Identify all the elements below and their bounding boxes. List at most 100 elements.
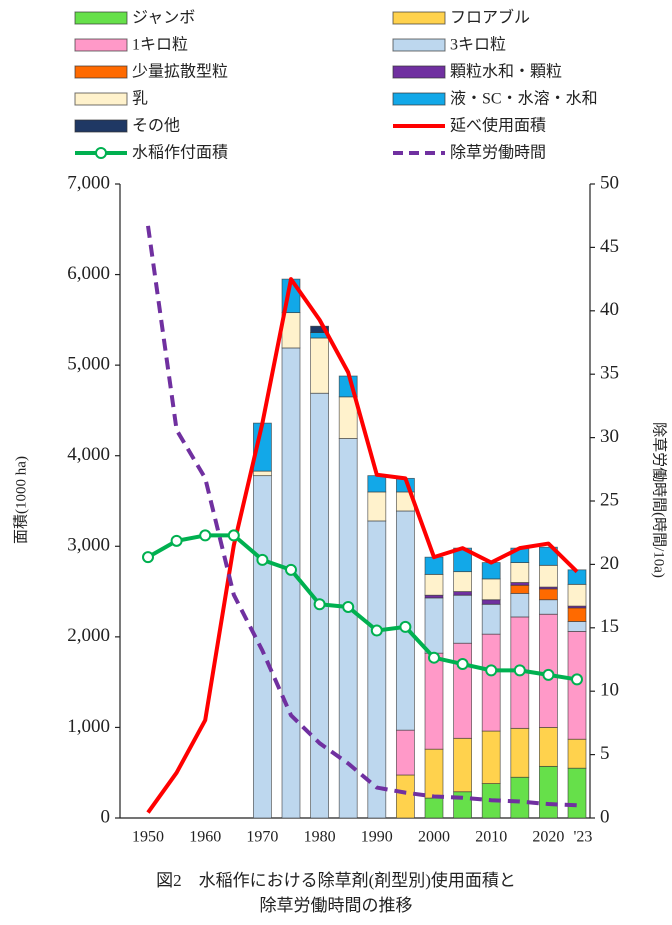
legend-swatch [74, 119, 128, 133]
y-tick-label: 3,000 [67, 535, 110, 556]
legend-label: 液・SC・水溶・水和 [450, 90, 598, 108]
bar-segment [338, 396, 358, 439]
y-tick-label: 0 [101, 806, 111, 827]
legend-label: 3キロ粒 [450, 36, 506, 54]
legend-swatch [392, 11, 446, 25]
bar-segment [510, 584, 530, 594]
legend-label: 乳 [132, 90, 148, 108]
y2-tick-label: 0 [600, 806, 610, 827]
x-tick-label: 2020 [532, 829, 564, 846]
y-tick-label: 1,000 [67, 716, 110, 737]
x-tick-label: 2010 [475, 829, 507, 846]
line-marker [142, 551, 154, 564]
bar-segment [310, 325, 330, 333]
legend-swatch [74, 38, 128, 52]
y2-tick-label: 40 [600, 299, 619, 320]
line-marker [370, 624, 383, 637]
x-tick-label: 1980 [304, 829, 336, 846]
bar-segment [281, 347, 301, 819]
line-marker [571, 673, 583, 686]
bar-segment [567, 738, 587, 769]
line-series [146, 225, 578, 808]
bar-segment [453, 737, 473, 793]
bar-segment [367, 475, 387, 493]
legend-swatch [95, 147, 107, 159]
legend-label: 延べ使用面積 [450, 117, 546, 135]
legend-label: 少量拡散型粒 [132, 63, 228, 81]
bar-segment [510, 582, 530, 586]
bar-segment [539, 564, 558, 588]
bar-segment [567, 583, 587, 607]
bar-segment [567, 607, 587, 622]
legend-label: ジャンボ [132, 9, 195, 27]
bar-segment [481, 599, 501, 605]
bar-segment [424, 594, 444, 599]
y-tick-label: 7,000 [67, 172, 110, 193]
legend-swatch [74, 65, 128, 79]
bar-segment [539, 727, 558, 767]
bar-segment [424, 748, 444, 799]
bar-segment [481, 633, 501, 732]
legend-swatch [74, 92, 128, 106]
legend-swatch [392, 92, 446, 106]
bar-segment [567, 767, 587, 819]
bar-segment [539, 765, 558, 819]
bar-segment [567, 569, 587, 585]
y-axis-label: 面積(1000 ha) [12, 456, 29, 544]
line-marker [199, 529, 212, 542]
y2-tick-label: 50 [600, 172, 619, 193]
y2-tick-label: 15 [600, 616, 619, 637]
line-series [147, 533, 578, 682]
x-tick-label: 1960 [189, 829, 221, 846]
line-marker [342, 600, 355, 613]
bar-segment [424, 573, 444, 596]
bar-segment [424, 797, 444, 819]
legend-label: 水稲作付面積 [132, 144, 228, 162]
y2-tick-label: 20 [600, 553, 619, 574]
line-marker [513, 664, 526, 677]
x-tick-label: 2000 [418, 829, 450, 846]
y-tick-label: 4,000 [67, 444, 110, 465]
line-marker [456, 658, 469, 671]
bar-segment [310, 337, 330, 394]
line-marker [227, 529, 240, 542]
legend-swatch [392, 38, 446, 52]
caption-line: 図2 水稲作における除草剤(剤型別)使用面積と [156, 870, 516, 890]
y2-tick-label: 30 [600, 426, 619, 447]
y-tick-label: 6,000 [67, 263, 110, 284]
y-tick-label: 5,000 [67, 354, 110, 375]
line-marker [428, 651, 440, 664]
bar-segment [481, 562, 501, 580]
legend-label: フロアブル [450, 8, 530, 27]
line-marker [485, 664, 498, 677]
y2-axis-label: 除草労働時間(時間/10a) [651, 422, 668, 578]
line-marker [170, 534, 183, 547]
bar-segment [252, 470, 272, 477]
bar-segment [453, 591, 473, 596]
line-marker [399, 620, 412, 633]
line-series [146, 277, 579, 814]
bar-segment [395, 774, 415, 819]
bar-segment [510, 592, 530, 618]
bar-segment [424, 597, 444, 654]
legend-label: その他 [132, 117, 180, 135]
y-tick-label: 2,000 [67, 625, 110, 646]
legend-label: 1キロ粒 [132, 36, 188, 54]
bar-segment [539, 546, 558, 566]
bar-segment [453, 642, 473, 739]
x-tick-label: 1990 [361, 829, 393, 846]
bar-segment [395, 729, 415, 776]
legend-label: 顆粒水和・顆粒 [450, 63, 562, 81]
legend-swatch [74, 11, 128, 25]
y2-tick-label: 5 [600, 743, 610, 764]
y2-tick-label: 25 [600, 489, 619, 510]
y2-tick-label: 10 [600, 680, 619, 701]
y2-tick-label: 45 [600, 236, 619, 257]
y2-tick-label: 35 [600, 363, 619, 384]
caption-line: 除草労働時間の推移 [260, 896, 413, 915]
bar-segment [453, 594, 473, 644]
bar-segment [395, 510, 415, 731]
x-tick-label: '23 [574, 829, 593, 846]
line-marker [285, 563, 297, 576]
